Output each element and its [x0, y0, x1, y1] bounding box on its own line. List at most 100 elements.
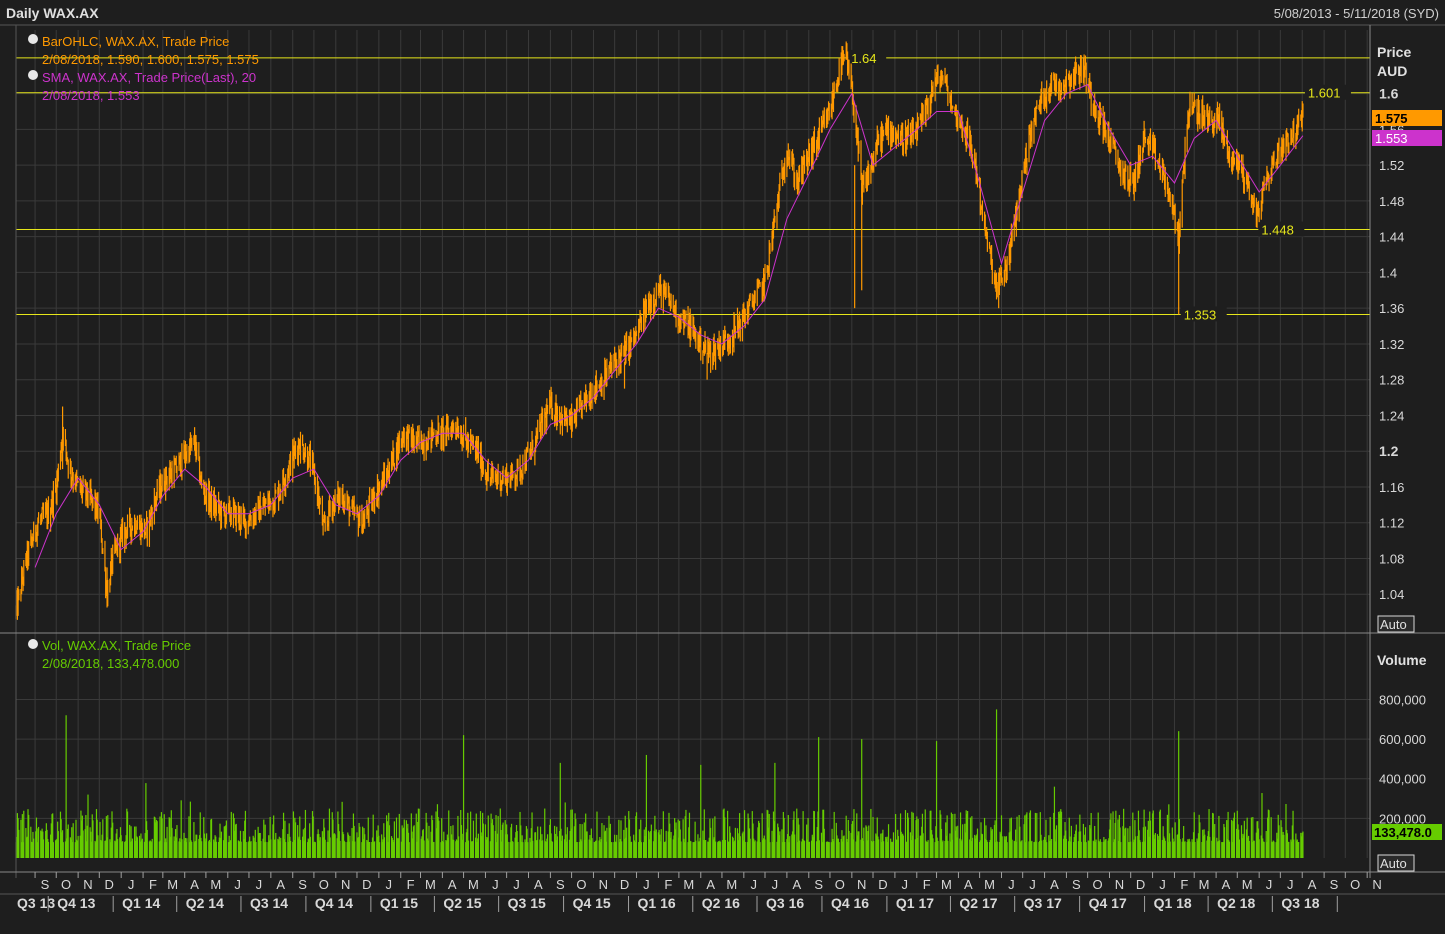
month-label: M [425, 877, 436, 892]
price-axis-title: Price [1377, 44, 1411, 60]
reference-label: 1.448 [1261, 223, 1294, 238]
month-label: D [878, 877, 887, 892]
month-label: A [1222, 877, 1231, 892]
price-auto-button[interactable] [1377, 615, 1415, 633]
reference-label-bg [1258, 221, 1305, 237]
legend-sma[interactable]: SMA, WAX.AX, Trade Price(Last), 20 2/08/… [28, 70, 256, 103]
month-label: F [664, 877, 672, 892]
month-label: O [1092, 877, 1102, 892]
month-label: M [726, 877, 737, 892]
quarter-label: Q2 18 [1217, 895, 1255, 911]
panel-frames [0, 24, 1445, 895]
month-label: N [1115, 877, 1124, 892]
price-tick-label: 1.2 [1379, 443, 1399, 459]
last-volume-value: 133,478.0 [1374, 825, 1432, 840]
month-label: D [362, 877, 371, 892]
reference-label-bg [848, 49, 887, 65]
quarter-label: Q4 14 [315, 895, 353, 911]
month-label: D [1136, 877, 1145, 892]
quarter-label: Q2 14 [186, 895, 224, 911]
reference-label-bg [1304, 84, 1351, 100]
price-tick-label: 1.48 [1379, 194, 1404, 209]
volume-auto-button[interactable] [1377, 854, 1415, 872]
quarter-label: Q4 16 [831, 895, 869, 911]
quarter-label: Q2 15 [443, 895, 481, 911]
quarter-label: Q3 15 [508, 895, 546, 911]
month-label: J [1159, 877, 1166, 892]
quarter-label: Q3 13 [17, 895, 55, 911]
volume-axis-title: Volume [1377, 652, 1427, 668]
month-label: A [190, 877, 199, 892]
price-auto-label: Auto [1380, 617, 1407, 632]
month-label: S [556, 877, 565, 892]
quarter-label: Q1 14 [122, 895, 160, 911]
volume-bars [15, 709, 1304, 858]
month-label: O [61, 877, 71, 892]
month-label: J [750, 877, 757, 892]
info-icon[interactable] [28, 70, 38, 80]
month-label: D [620, 877, 629, 892]
month-label: O [319, 877, 329, 892]
month-label: N [83, 877, 92, 892]
price-tick-label: 1.08 [1379, 551, 1404, 566]
quarter-label: Q3 14 [250, 895, 288, 911]
month-label: O [835, 877, 845, 892]
price-tick-label: 1.16 [1379, 480, 1404, 495]
volume-auto-label: Auto [1380, 856, 1407, 871]
month-label: A [276, 877, 285, 892]
month-label: A [1050, 877, 1059, 892]
quarter-label: Q1 16 [638, 895, 676, 911]
legend-ohlc[interactable]: BarOHLC, WAX.AX, Trade Price 2/08/2018, … [28, 34, 259, 67]
quarter-label: Q4 13 [57, 895, 95, 911]
quarter-label: Q2 16 [702, 895, 740, 911]
price-axis-unit: AUD [1377, 63, 1407, 79]
month-label: A [792, 877, 801, 892]
month-label: M [984, 877, 995, 892]
month-label: J [128, 877, 135, 892]
chart-title: Daily WAX.AX [6, 5, 99, 21]
month-label: A [448, 877, 457, 892]
month-label: J [385, 877, 392, 892]
reference-label-bg [1180, 306, 1227, 322]
legend-ohlc-value: 2/08/2018, 1.590, 1.600, 1.575, 1.575 [42, 52, 259, 67]
month-label: M [1199, 877, 1210, 892]
month-label: S [1330, 877, 1339, 892]
info-icon[interactable] [28, 34, 38, 44]
month-label: A [534, 877, 543, 892]
price-tick-label: 1.28 [1379, 373, 1404, 388]
month-label: A [706, 877, 715, 892]
legend-volume[interactable]: Vol, WAX.AX, Trade Price 2/08/2018, 133,… [28, 638, 191, 671]
last-price-value: 1.575 [1375, 111, 1408, 126]
month-label: M [683, 877, 694, 892]
price-tick-label: 1.44 [1379, 230, 1404, 245]
month-label: A [1308, 877, 1317, 892]
month-label: J [513, 877, 520, 892]
info-icon[interactable] [28, 639, 38, 649]
date-range[interactable]: 5/08/2013 - 5/11/2018 (SYD) [1274, 6, 1439, 21]
y-axis-labels: 1.04 1.08 1.12 1.16 1.2 1.24 1.28 1.32 1.36 1.4 1.… [1379, 86, 1426, 827]
month-label: N [341, 877, 350, 892]
month-label: J [772, 877, 779, 892]
quarter-label: Q1 17 [896, 895, 934, 911]
month-label: M [1242, 877, 1253, 892]
volume-tick-label: 600,000 [1379, 732, 1426, 747]
reference-label: 1.353 [1184, 307, 1217, 322]
last-volume-tag [1372, 824, 1442, 840]
price-tick-label: 1.6 [1379, 86, 1399, 102]
month-label: D [104, 877, 113, 892]
month-label: M [210, 877, 221, 892]
month-label: A [964, 877, 973, 892]
legend-volume-value: 2/08/2018, 133,478.000 [42, 656, 179, 671]
last-price-tag [1372, 110, 1442, 126]
month-label: J [234, 877, 241, 892]
reference-lines: 1.64 1.601 1.448 1.353 [16, 49, 1370, 322]
quarter-label: Q1 15 [380, 895, 418, 911]
month-label: J [1266, 877, 1273, 892]
month-label: J [256, 877, 263, 892]
quarter-label: Q4 17 [1089, 895, 1127, 911]
quarter-label: Q4 15 [573, 895, 611, 911]
sma-line [34, 84, 1304, 568]
month-label: N [857, 877, 866, 892]
month-label: O [1350, 877, 1360, 892]
